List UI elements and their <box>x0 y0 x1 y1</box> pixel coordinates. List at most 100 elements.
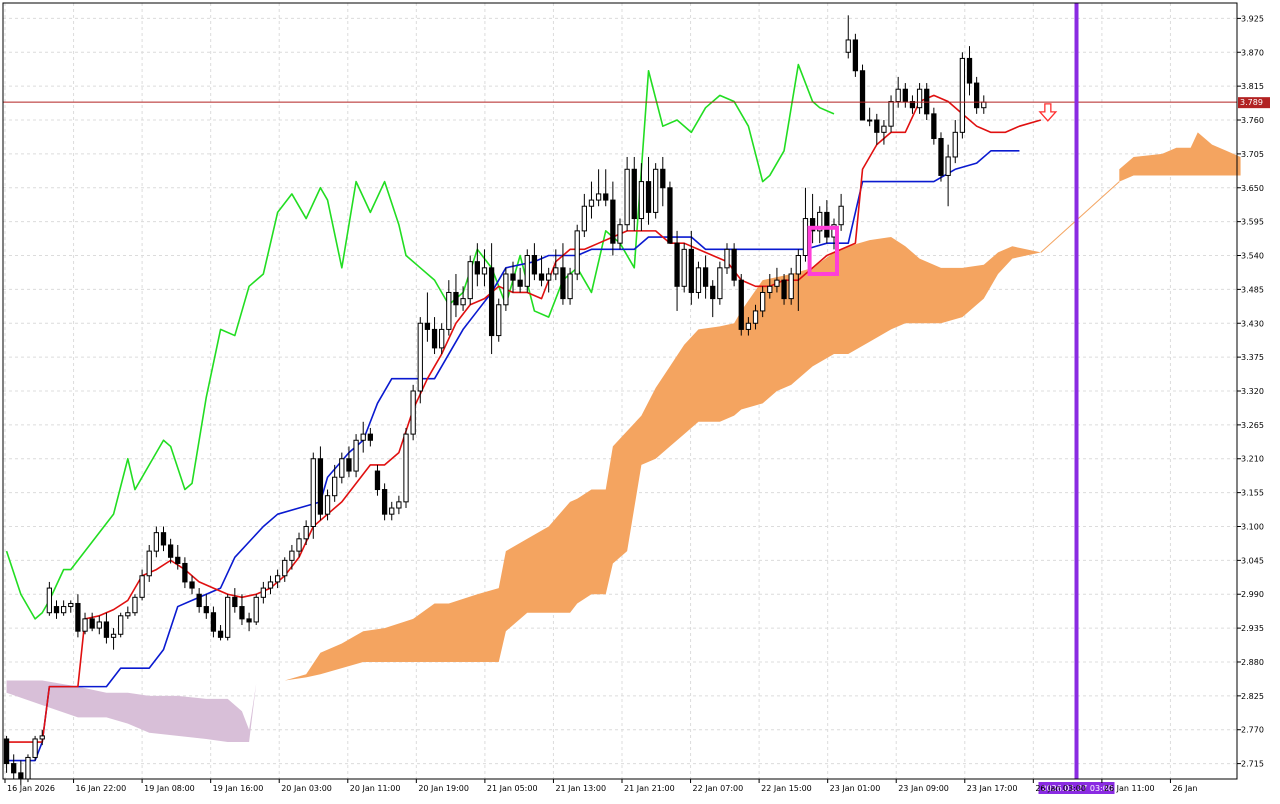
candle[interactable] <box>3 735 10 773</box>
candle[interactable] <box>260 581 266 604</box>
candles[interactable] <box>3 15 987 786</box>
candle[interactable] <box>702 255 709 299</box>
candle[interactable] <box>167 538 174 564</box>
candle[interactable] <box>916 83 923 114</box>
candle[interactable] <box>89 612 95 632</box>
candle[interactable] <box>517 267 523 293</box>
candle[interactable] <box>938 132 944 182</box>
candle[interactable] <box>189 575 195 595</box>
candle[interactable] <box>952 120 958 164</box>
candle[interactable] <box>246 612 252 632</box>
candle[interactable] <box>531 243 538 281</box>
candle[interactable] <box>139 569 145 601</box>
candle[interactable] <box>867 107 873 127</box>
candle[interactable] <box>25 754 31 783</box>
candle[interactable] <box>496 298 502 342</box>
candle[interactable] <box>68 600 74 613</box>
candle[interactable] <box>845 15 851 59</box>
candle[interactable] <box>60 600 67 616</box>
candle[interactable] <box>296 532 302 558</box>
candle[interactable] <box>417 317 423 404</box>
candle[interactable] <box>624 156 630 231</box>
candle[interactable] <box>974 76 980 114</box>
candle[interactable] <box>852 33 859 77</box>
candle[interactable] <box>353 434 359 478</box>
candle[interactable] <box>474 243 480 287</box>
candle[interactable] <box>838 193 844 231</box>
candle[interactable] <box>631 156 637 231</box>
candle[interactable] <box>210 606 217 638</box>
candle[interactable] <box>909 95 916 114</box>
candle[interactable] <box>959 52 966 139</box>
candle[interactable] <box>481 249 488 287</box>
candle[interactable] <box>132 594 138 616</box>
candle[interactable] <box>881 120 887 145</box>
candle[interactable] <box>610 181 616 256</box>
candle[interactable] <box>581 193 587 238</box>
candle[interactable] <box>75 594 81 638</box>
candle[interactable] <box>645 156 652 225</box>
candle[interactable] <box>39 729 45 746</box>
candle[interactable] <box>239 594 245 626</box>
candle[interactable] <box>460 286 466 311</box>
candle[interactable] <box>346 446 352 478</box>
candle[interactable] <box>538 255 545 287</box>
candle[interactable] <box>660 156 666 207</box>
candle[interactable] <box>731 243 737 287</box>
candle[interactable] <box>274 569 281 589</box>
candle[interactable] <box>431 317 438 355</box>
candle[interactable] <box>788 267 794 305</box>
candle[interactable] <box>403 427 409 509</box>
candle[interactable] <box>339 452 345 484</box>
candle[interactable] <box>695 261 702 299</box>
candle[interactable] <box>752 304 759 330</box>
candle[interactable] <box>567 267 573 305</box>
candle[interactable] <box>367 427 373 447</box>
candle[interactable] <box>760 286 766 318</box>
candle[interactable] <box>874 113 880 145</box>
candle[interactable] <box>146 544 152 582</box>
candle[interactable] <box>681 243 687 293</box>
candle[interactable] <box>931 107 937 145</box>
candle[interactable] <box>738 273 744 336</box>
candle[interactable] <box>817 206 823 244</box>
candle[interactable] <box>153 526 159 558</box>
candle[interactable] <box>324 489 331 521</box>
candle[interactable] <box>175 544 181 570</box>
candle[interactable] <box>160 526 167 552</box>
candle[interactable] <box>389 501 395 521</box>
candle[interactable] <box>374 464 381 496</box>
candle[interactable] <box>674 230 680 311</box>
candle[interactable] <box>724 243 730 274</box>
candle[interactable] <box>110 628 117 650</box>
candle[interactable] <box>32 735 38 761</box>
candle[interactable] <box>667 181 673 244</box>
candle[interactable] <box>603 169 609 207</box>
candle[interactable] <box>103 612 110 644</box>
candle[interactable] <box>225 594 231 641</box>
candle[interactable] <box>767 273 773 299</box>
candle[interactable] <box>546 267 552 293</box>
candle[interactable] <box>332 464 338 502</box>
candle[interactable] <box>289 544 295 570</box>
candle[interactable] <box>360 421 366 453</box>
candle[interactable] <box>774 267 780 293</box>
candle[interactable] <box>396 495 402 515</box>
candle[interactable] <box>203 594 209 619</box>
candle[interactable] <box>503 267 509 311</box>
candle[interactable] <box>46 581 53 616</box>
candle[interactable] <box>182 557 188 589</box>
candle[interactable] <box>588 181 595 219</box>
candle[interactable] <box>11 754 17 779</box>
candle[interactable] <box>488 243 495 355</box>
candle[interactable] <box>125 606 131 619</box>
candle[interactable] <box>439 323 445 355</box>
candle[interactable] <box>824 200 830 244</box>
candle[interactable] <box>745 317 752 336</box>
candle[interactable] <box>809 193 816 244</box>
candle[interactable] <box>888 95 894 133</box>
candle[interactable] <box>310 452 316 539</box>
candle[interactable] <box>710 280 716 318</box>
candle[interactable] <box>317 446 324 521</box>
